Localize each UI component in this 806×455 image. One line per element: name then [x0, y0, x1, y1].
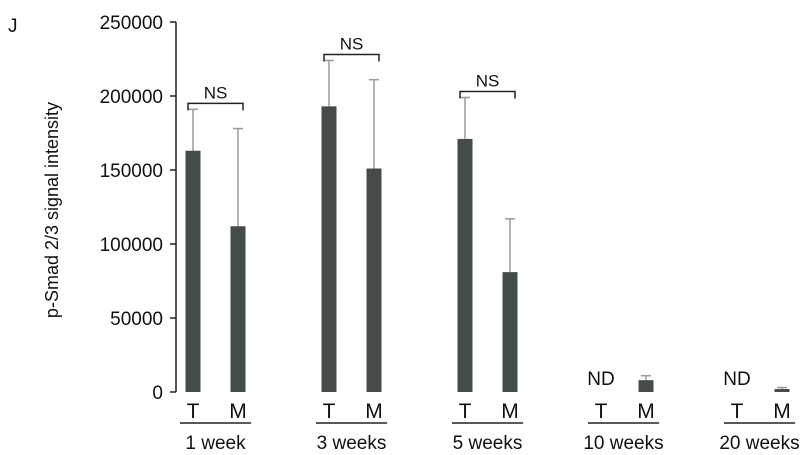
group-label: 5 weeks	[453, 433, 523, 454]
y-tick-label: 150000	[100, 161, 163, 182]
condition-label: T	[731, 400, 744, 423]
significance-label: NS	[476, 71, 500, 90]
significance-label: NS	[204, 83, 228, 102]
y-tick-label: 0	[152, 383, 163, 404]
nd-label: ND	[587, 369, 614, 390]
condition-label: T	[459, 400, 472, 423]
panel-label: J	[8, 16, 18, 37]
condition-label: T	[187, 400, 200, 423]
bar-group: T M 1 week NS	[180, 83, 251, 454]
condition-label: T	[323, 400, 336, 423]
nd-label: ND	[723, 369, 750, 390]
bar	[321, 106, 337, 393]
bar	[638, 380, 654, 392]
group-label: 1 week	[185, 433, 246, 454]
bar	[366, 168, 382, 392]
group-label: 10 weeks	[583, 433, 663, 454]
bar-group: T M 3 weeks NS	[316, 34, 387, 454]
bar	[774, 389, 790, 392]
condition-label: T	[595, 400, 608, 423]
group-label: 3 weeks	[317, 433, 387, 454]
y-tick-label: 250000	[100, 13, 163, 34]
condition-label: M	[501, 400, 519, 423]
y-tick-label: 100000	[100, 235, 163, 256]
bar	[502, 272, 518, 392]
significance-bracket	[459, 90, 516, 99]
y-tick-label: 200000	[100, 87, 163, 108]
significance-bracket	[323, 53, 380, 62]
bar	[185, 150, 201, 392]
bar-group: ND T M 20 weeks	[719, 369, 799, 454]
bar	[230, 226, 246, 392]
bar-group: T M 5 weeks NS	[452, 71, 523, 454]
bar-group: ND T M 10 weeks	[583, 369, 663, 454]
condition-label: M	[229, 400, 247, 423]
y-axis-title: p-Smad 2/3 signal intensity	[42, 102, 62, 318]
bar-groups: T M 1 week NS T M 3 weeks NS T M 5 weeks NS ND T M 10 w…	[180, 34, 800, 454]
condition-label: M	[365, 400, 383, 423]
condition-label: M	[773, 400, 791, 423]
y-ticks: 0 50000 100000 150000 200000 250000	[100, 13, 176, 404]
significance-label: NS	[340, 34, 364, 53]
significance-bracket	[187, 102, 244, 111]
y-tick-label: 50000	[110, 309, 163, 330]
condition-label: M	[637, 400, 655, 423]
group-label: 20 weeks	[719, 433, 799, 454]
bar	[457, 138, 473, 392]
